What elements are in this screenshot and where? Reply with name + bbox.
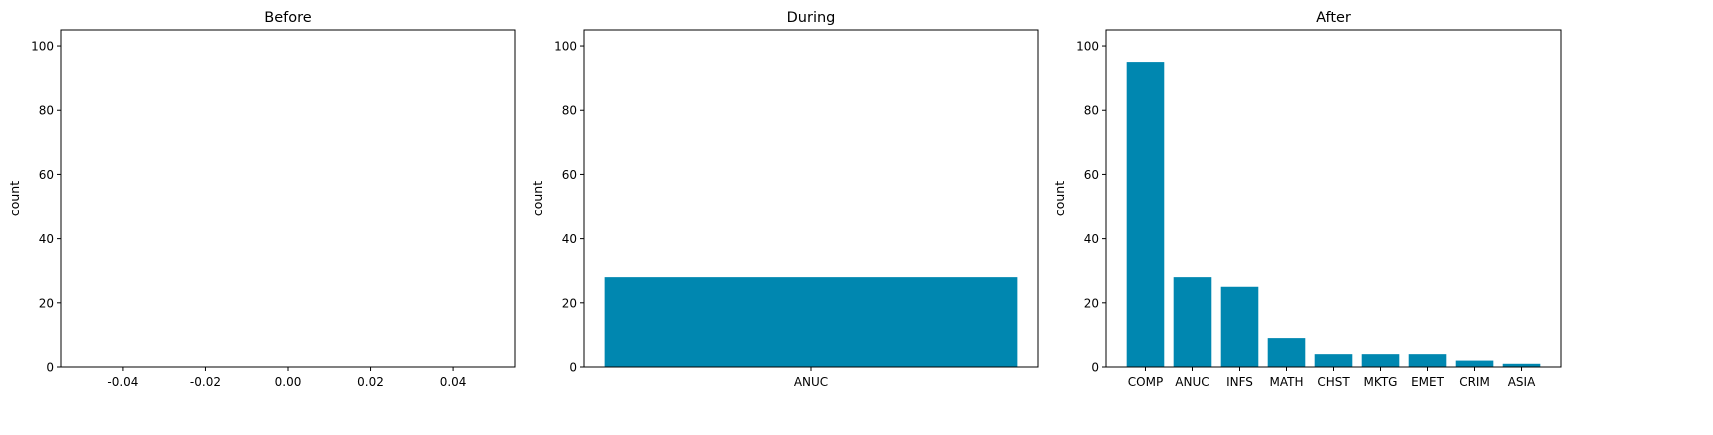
chart-title: During [787,10,836,26]
y-axis-label: count [530,181,545,216]
y-tick-label: 20 [562,296,577,310]
y-tick-label: 0 [1091,361,1099,375]
plot-frame [583,29,1039,368]
y-tick-label: 40 [1084,232,1099,246]
y-tick-label: 80 [39,104,54,118]
bar-chst [1314,354,1353,367]
x-tick-label: COMP [1128,375,1163,389]
x-tick-label: ANUC [794,375,828,389]
y-tick-label: 0 [569,361,577,375]
bar-anuc [604,277,1018,367]
x-tick-label: -0.04 [107,375,138,389]
x-tick-label: CHST [1317,375,1350,389]
bar-anuc [1173,277,1212,367]
x-tick-label: 0.04 [440,375,467,389]
y-tick-label: 60 [39,168,54,182]
chart-panel-2: After count COMP ANUC INFS MATH CHST MKTG EMET CR… [1052,10,1562,389]
y-axis-label: count [1052,181,1067,216]
plot-frame [60,29,516,368]
y-tick-label: 60 [562,168,577,182]
chart-panel-1: During count ANUC 0 20 40 60 80 100 [530,10,1039,389]
y-tick-label: 100 [31,40,54,54]
y-tick-label: 60 [1084,168,1099,182]
y-tick-label: 100 [554,40,577,54]
y-tick-label: 20 [1084,296,1099,310]
y-tick-label: 0 [46,361,54,375]
x-tick-label: 0.00 [275,375,302,389]
x-tick-label: -0.02 [190,375,221,389]
bar-mktg [1361,354,1400,367]
x-tick-label: 0.02 [357,375,384,389]
y-tick-label: 20 [39,296,54,310]
chart-panel-0: Before count -0.04 -0.02 0.00 0.02 0.04 0 20 40 60… [7,10,516,389]
y-tick-label: 80 [562,104,577,118]
bar-comp [1126,62,1165,367]
bar-crim [1455,360,1494,367]
bar-asia [1502,363,1541,367]
chart-title: Before [264,10,311,26]
y-tick-label: 100 [1076,40,1099,54]
x-tick-label: MATH [1270,375,1304,389]
y-tick-label: 40 [39,232,54,246]
x-tick-label: CRIM [1459,375,1490,389]
y-tick-label: 40 [562,232,577,246]
x-tick-label: ASIA [1508,375,1536,389]
y-tick-label: 80 [1084,104,1099,118]
x-tick-label: EMET [1411,375,1445,389]
bar-infs [1220,286,1259,367]
y-axis-label: count [7,181,22,216]
bar-math [1267,338,1306,367]
chart-title: After [1316,10,1351,26]
plot-frame [1105,29,1562,368]
x-tick-label: ANUC [1175,375,1209,389]
bar-emet [1408,354,1447,367]
x-tick-label: MKTG [1364,375,1398,389]
x-tick-label: INFS [1226,375,1253,389]
